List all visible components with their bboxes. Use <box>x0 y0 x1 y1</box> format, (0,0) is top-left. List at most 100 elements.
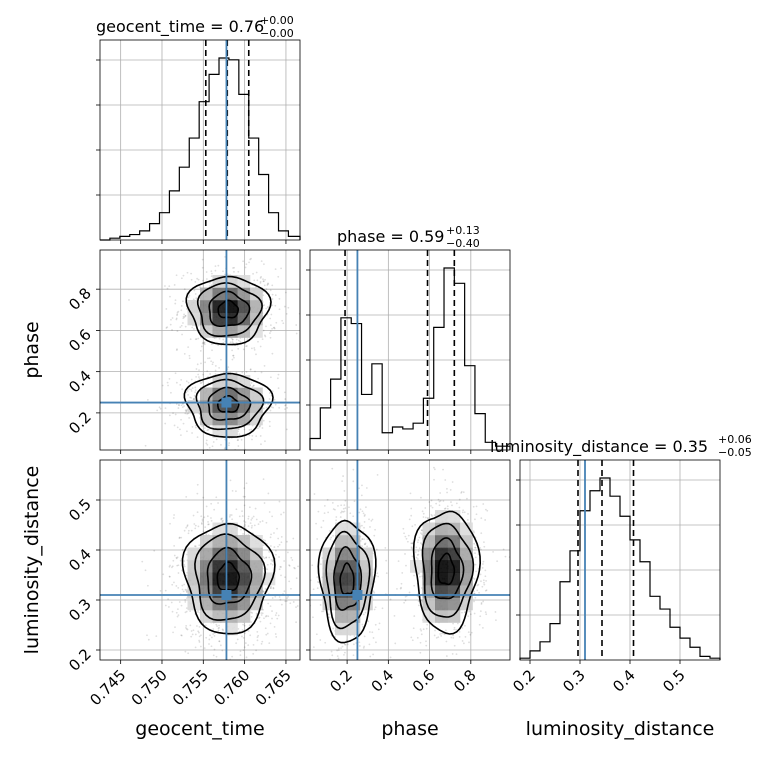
sample-point <box>190 390 193 392</box>
contour-line <box>183 372 274 438</box>
sample-point <box>176 330 179 332</box>
sample-point <box>479 615 482 618</box>
tick-label-x: 0.4 <box>368 666 398 696</box>
sample-point <box>271 352 274 355</box>
sample-point <box>485 613 488 616</box>
sample-point <box>156 409 159 412</box>
sample-point <box>433 466 435 469</box>
sample-point <box>181 333 183 336</box>
sample-point <box>186 524 189 527</box>
sample-point <box>202 496 205 499</box>
sample-point <box>176 426 179 429</box>
sample-point <box>180 309 183 312</box>
truth-point <box>352 590 363 600</box>
sample-point <box>230 337 233 340</box>
sample-point <box>361 623 364 626</box>
sample-point <box>278 500 281 503</box>
sample-point <box>263 263 265 266</box>
sample-point <box>251 524 253 527</box>
sample-point <box>410 547 413 550</box>
sample-point <box>182 451 184 453</box>
sample-point <box>274 553 277 556</box>
sample-point <box>191 432 193 434</box>
sample-point <box>446 505 449 508</box>
density-cell <box>447 597 461 611</box>
sample-point <box>474 546 477 549</box>
sample-point <box>253 279 256 282</box>
sample-point <box>183 560 186 562</box>
panel-frame <box>99 39 301 241</box>
sample-point <box>331 662 333 664</box>
sample-point <box>362 646 365 649</box>
sample-point <box>418 536 421 539</box>
sample-point <box>389 598 392 601</box>
sample-point <box>434 629 436 632</box>
sample-point <box>191 633 194 636</box>
sample-point <box>280 536 283 538</box>
sample-point <box>245 345 247 348</box>
pair-panel-geocent_time-phase: 0.2 0.4 0.6 0.8 <box>65 249 301 454</box>
sample-point <box>237 339 240 342</box>
sample-point <box>343 490 346 492</box>
contour-line <box>181 522 276 635</box>
panel-frame <box>99 459 301 661</box>
sample-point <box>495 619 497 622</box>
sample-point <box>295 324 298 326</box>
sample-point <box>245 482 248 485</box>
sample-point <box>377 575 380 578</box>
tick-label-y: 0.4 <box>65 367 95 397</box>
sample-point <box>253 524 256 527</box>
sample-point <box>194 391 197 394</box>
sample-point <box>483 545 486 548</box>
sample-point <box>458 630 461 633</box>
sample-point <box>243 504 246 507</box>
tick-label-y: 0.3 <box>65 595 95 625</box>
sample-point <box>411 555 414 558</box>
title-geocent-time: geocent_time = 0.76 <box>96 17 264 37</box>
sample-point <box>363 710 365 712</box>
sample-point <box>221 628 224 631</box>
sample-point <box>210 502 213 505</box>
sample-point <box>206 515 209 518</box>
sample-point <box>403 532 405 535</box>
sample-point <box>469 613 472 616</box>
panel-frame <box>99 249 301 451</box>
sample-point <box>263 557 266 560</box>
sample-point <box>265 325 267 328</box>
sample-point <box>235 508 238 511</box>
sample-point <box>176 314 178 317</box>
tick-label-x: 0.750 <box>128 666 171 709</box>
sample-point <box>204 624 207 627</box>
sample-point <box>207 523 210 526</box>
sample-point <box>221 517 223 520</box>
sample-point <box>212 633 215 635</box>
title-luminosity-distance-minus: −0.05 <box>718 446 752 459</box>
density-cell <box>212 387 226 401</box>
sample-point <box>174 299 177 302</box>
sample-point <box>258 664 260 666</box>
sample-point <box>212 361 214 364</box>
sample-point <box>322 519 325 522</box>
density-cell <box>250 287 263 301</box>
sample-point <box>196 436 199 439</box>
sample-point <box>231 655 234 658</box>
sample-point <box>192 629 195 632</box>
sample-point <box>194 524 197 527</box>
sample-point <box>222 629 224 632</box>
sample-point <box>458 636 461 638</box>
sample-point <box>206 429 209 432</box>
tick-label-x: 0.755 <box>169 666 212 709</box>
sample-point <box>184 599 187 601</box>
sample-point <box>185 526 188 529</box>
density-cell <box>460 535 473 548</box>
sample-point <box>340 696 342 698</box>
tick-label-y: 0.6 <box>65 326 95 356</box>
sample-point <box>178 536 181 539</box>
sample-point <box>420 496 422 499</box>
sample-point <box>218 626 221 629</box>
sample-point <box>312 588 315 591</box>
tick-label-x: 0.2 <box>509 666 539 696</box>
sample-point <box>266 568 269 571</box>
sample-point <box>187 652 190 655</box>
sample-point <box>369 655 372 658</box>
